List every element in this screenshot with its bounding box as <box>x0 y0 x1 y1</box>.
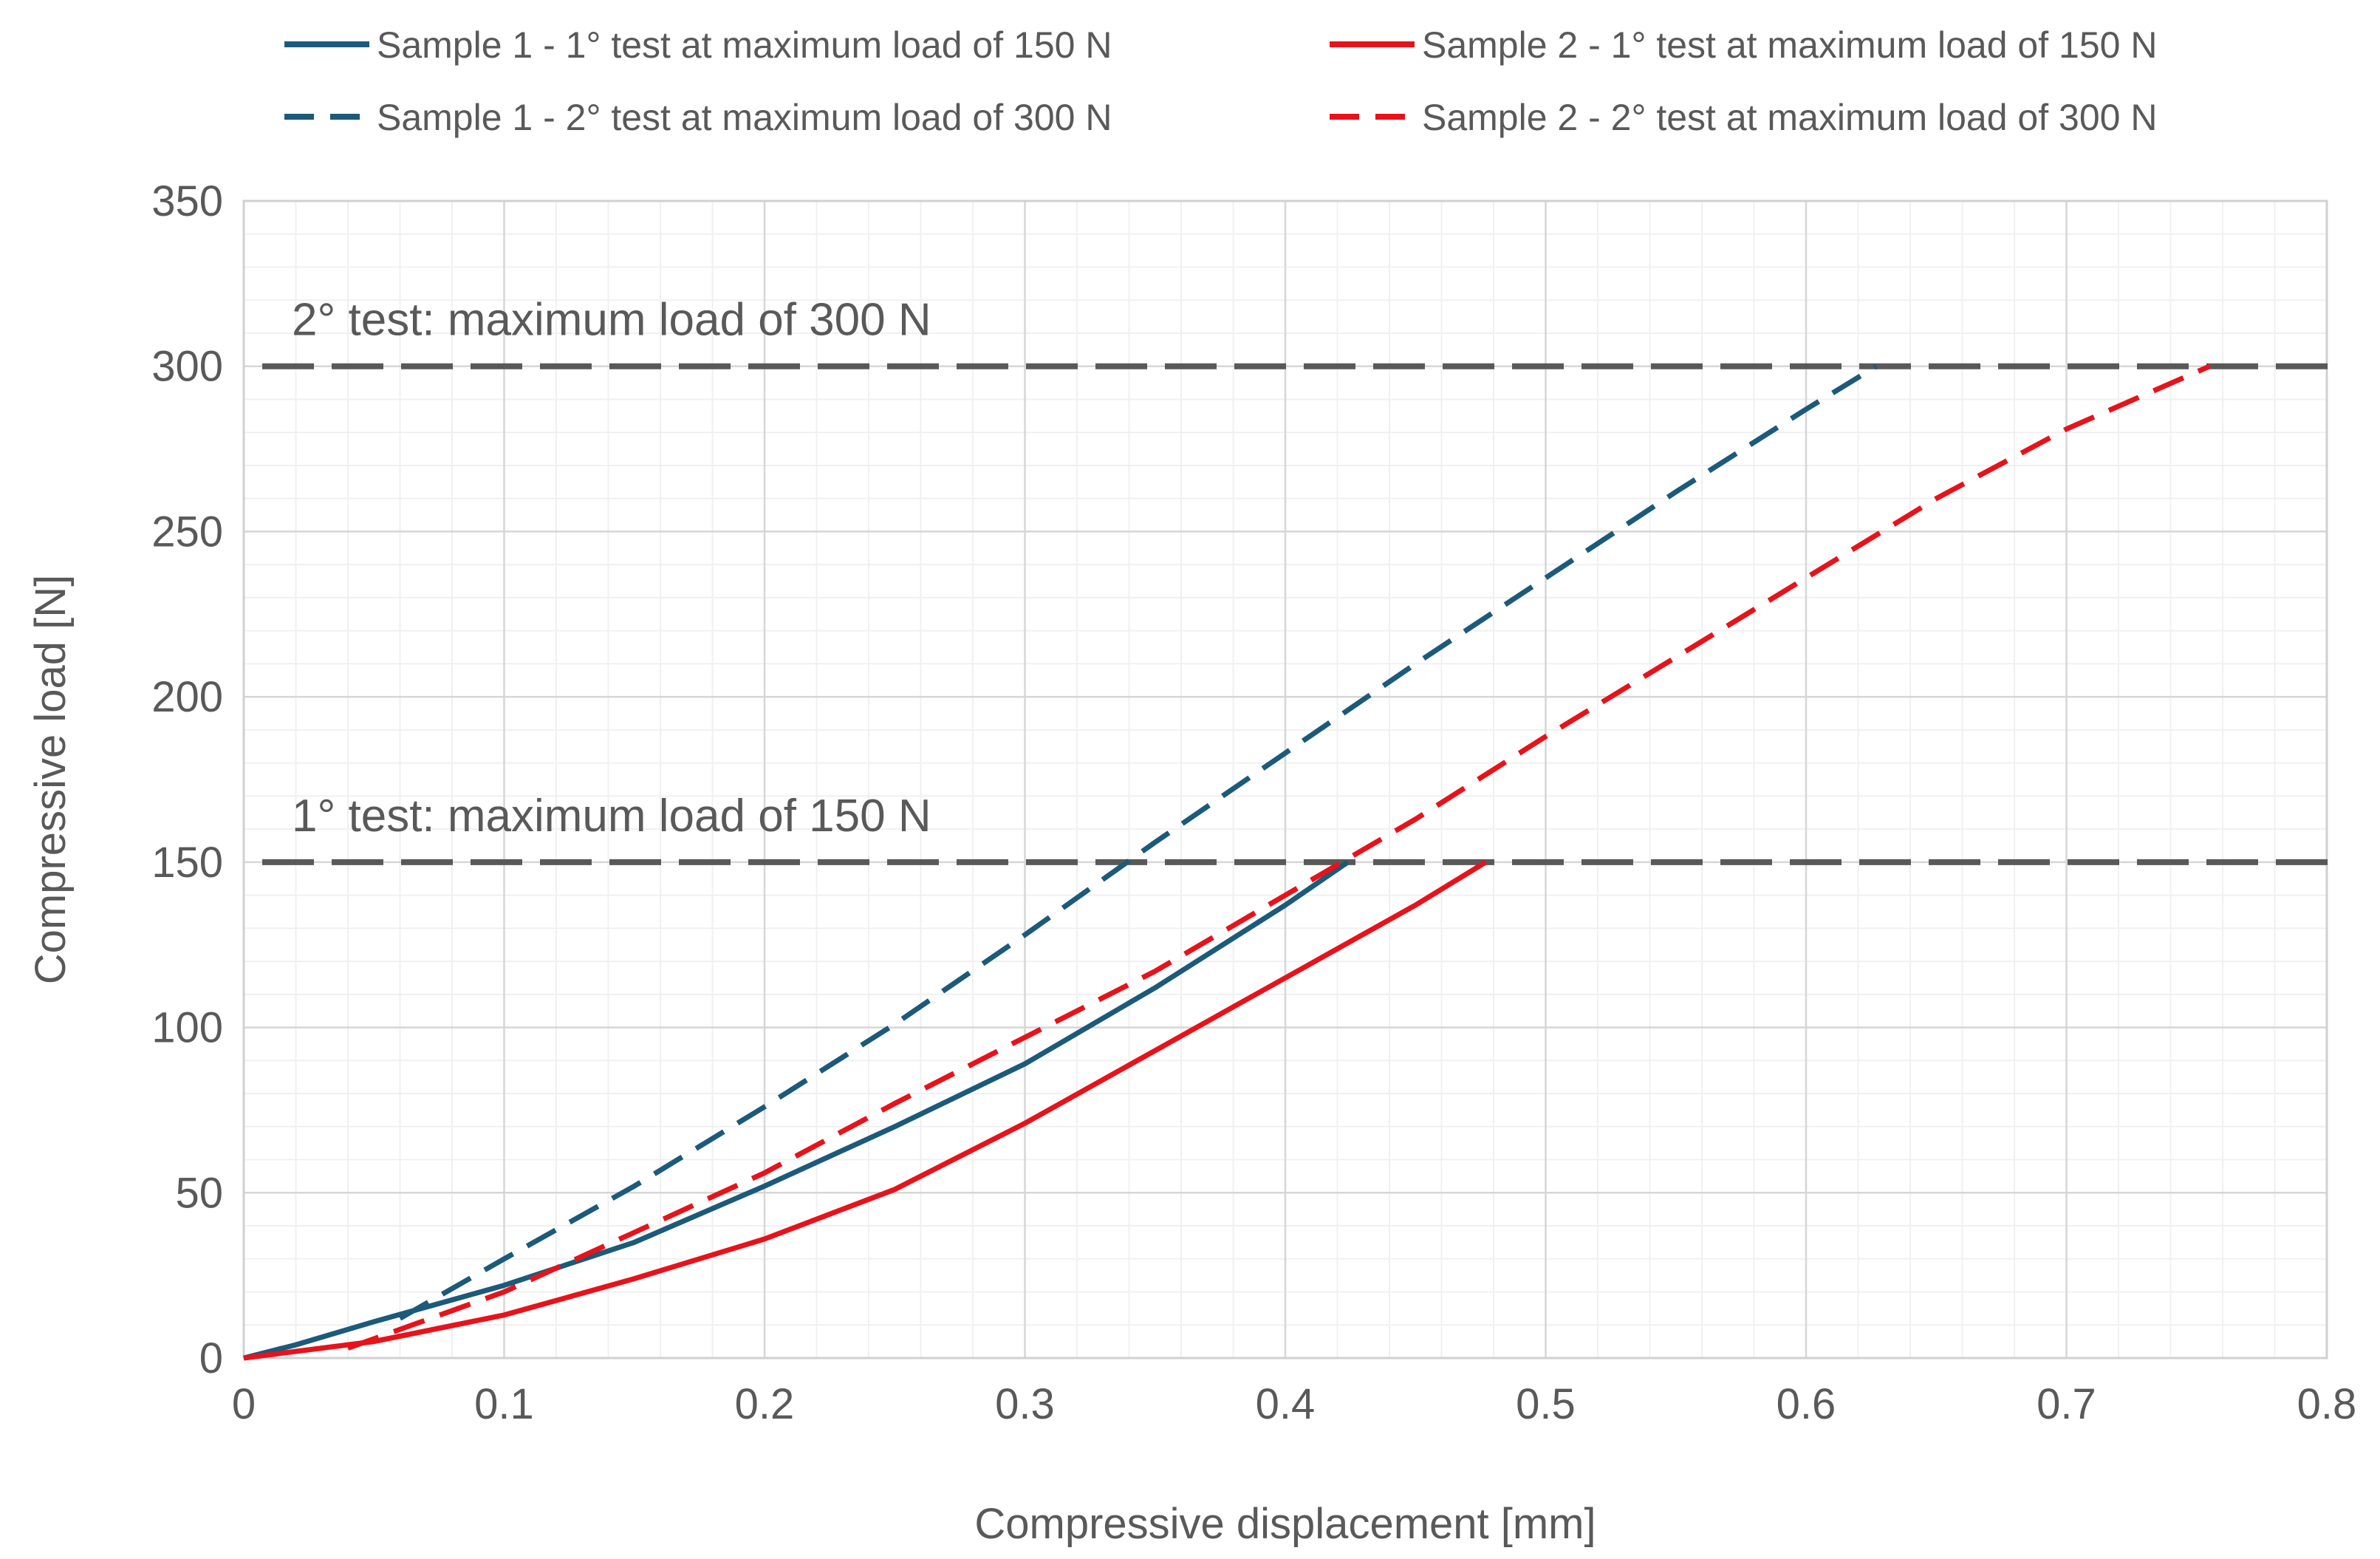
reference-lines: 2° test: maximum load of 300 N 1° test: m… <box>262 295 2334 865</box>
y-tick-label: 200 <box>151 673 223 721</box>
series-lines <box>243 364 2211 1361</box>
series-line <box>346 364 2211 1351</box>
x-tick-label: 0.1 <box>474 1380 534 1428</box>
y-tick-label: 150 <box>151 839 223 887</box>
x-tick-label: 0.3 <box>995 1380 1055 1428</box>
y-tick-label: 0 <box>199 1334 223 1382</box>
grid <box>242 199 2328 1360</box>
y-tick-label: 50 <box>175 1169 223 1217</box>
y-tick-label: 250 <box>151 508 223 556</box>
reference-line-label: 2° test: maximum load of 300 N <box>292 295 931 346</box>
x-tick-label: 0.8 <box>2297 1380 2357 1428</box>
x-tick-label: 0.2 <box>735 1380 795 1428</box>
series-line <box>243 859 1488 1361</box>
y-tick-label: 100 <box>151 1004 223 1052</box>
y-tick-label: 350 <box>151 177 223 225</box>
axes: 0 0.1 0.2 0.3 0.4 0.5 0.6 0.7 0.8 0 50 100 150 200 250… <box>27 177 2356 1548</box>
legend-label: Sample 2 - 1° test at maximum load of 15… <box>1422 24 2157 66</box>
x-tick-label: 0 <box>232 1380 256 1428</box>
y-axis-title: Compressive load [N] <box>27 575 75 984</box>
reference-line-label: 1° test: maximum load of 150 N <box>292 791 931 842</box>
legend-label: Sample 1 - 1° test at maximum load of 15… <box>377 24 1112 66</box>
legend: Sample 1 - 1° test at maximum load of 15… <box>284 24 2157 138</box>
x-tick-label: 0.7 <box>2037 1380 2096 1428</box>
series-line <box>243 860 1350 1361</box>
x-axis-title: Compressive displacement [mm] <box>974 1500 1596 1548</box>
plot-border <box>242 199 2328 1360</box>
legend-label: Sample 1 - 2° test at maximum load of 30… <box>377 97 1112 138</box>
x-tick-label: 0.4 <box>1256 1380 1316 1428</box>
x-tick-label: 0.6 <box>1777 1380 1836 1428</box>
x-tick-label: 0.5 <box>1516 1380 1576 1428</box>
y-tick-label: 300 <box>151 343 223 391</box>
series-line <box>398 364 1878 1321</box>
legend-label: Sample 2 - 2° test at maximum load of 30… <box>1422 97 2157 138</box>
